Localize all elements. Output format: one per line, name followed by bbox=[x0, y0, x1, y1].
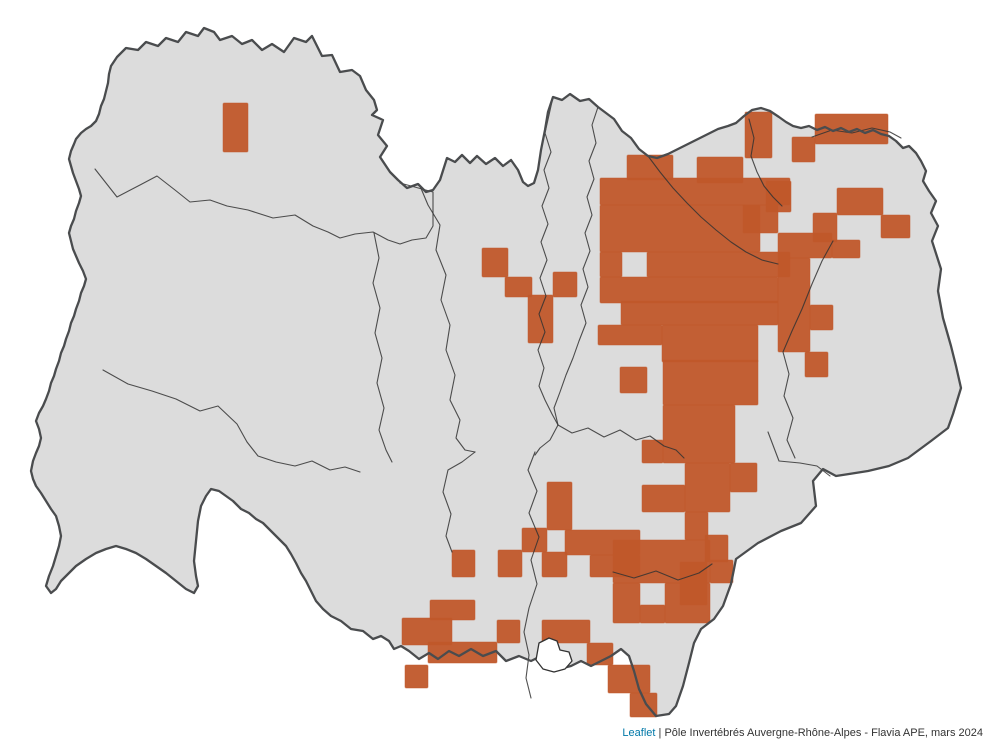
occurrence-grid-cell[interactable] bbox=[404, 664, 429, 689]
occurrence-grid-cell[interactable] bbox=[777, 257, 811, 353]
occurrence-grid-cell[interactable] bbox=[599, 251, 623, 278]
occurrence-grid-cell[interactable] bbox=[804, 351, 829, 378]
occurrence-grid-cell[interactable] bbox=[401, 617, 453, 646]
attribution-bar: Leaflet | Pôle Invertébrés Auvergne-Rhôn… bbox=[617, 725, 988, 741]
occurrence-grid-cell[interactable] bbox=[729, 462, 758, 493]
department-border bbox=[748, 118, 783, 207]
occurrence-grid-cell[interactable] bbox=[641, 484, 686, 513]
occurrence-grid-cell[interactable] bbox=[222, 102, 249, 153]
occurrence-grid-cell[interactable] bbox=[597, 324, 663, 346]
leaflet-link[interactable]: Leaflet bbox=[622, 727, 656, 739]
occurrence-grid-cell[interactable] bbox=[497, 549, 523, 578]
occurrence-grid-cell[interactable] bbox=[641, 439, 664, 464]
occurrence-grid-cell[interactable] bbox=[541, 619, 591, 644]
occurrence-grid-cell[interactable] bbox=[646, 251, 791, 278]
department-border bbox=[419, 185, 476, 453]
department-border bbox=[372, 232, 393, 463]
occurrence-grid-cell[interactable] bbox=[481, 247, 509, 278]
occurrence-grid-cell[interactable] bbox=[639, 604, 666, 624]
occurrence-grid-cell[interactable] bbox=[704, 534, 729, 563]
occurrence-grid-cell[interactable] bbox=[836, 187, 884, 216]
region-outline bbox=[29, 26, 963, 718]
occurrence-grid-cell[interactable] bbox=[620, 300, 779, 326]
occurrence-grid-cell[interactable] bbox=[709, 559, 734, 584]
occurrence-grid-cell[interactable] bbox=[831, 239, 861, 259]
occurrence-grid-cell[interactable] bbox=[599, 276, 779, 304]
attribution-separator: | bbox=[655, 727, 665, 739]
department-border bbox=[612, 563, 713, 581]
enclave-hole bbox=[535, 637, 573, 673]
occurrence-grid-cell[interactable] bbox=[612, 582, 641, 624]
occurrence-grid-cell[interactable] bbox=[791, 136, 816, 163]
occurrence-grid-cell[interactable] bbox=[684, 511, 709, 541]
occurrence-grid-cell[interactable] bbox=[684, 462, 731, 513]
occurrence-grid-cell[interactable] bbox=[607, 664, 651, 694]
occurrence-grid-cell[interactable] bbox=[504, 276, 533, 298]
department-border bbox=[537, 96, 559, 426]
occurrence-grid-cell[interactable] bbox=[662, 404, 736, 464]
occurrence-grid-cell[interactable] bbox=[521, 527, 548, 553]
occurrence-grid-cell[interactable] bbox=[662, 359, 759, 406]
occurrence-grid-cell[interactable] bbox=[744, 111, 773, 159]
occurrence-grid-cell[interactable] bbox=[809, 304, 834, 331]
department-border bbox=[102, 369, 361, 473]
occurrence-grid-cell[interactable] bbox=[777, 232, 833, 259]
occurrence-grid-cell[interactable] bbox=[429, 599, 476, 621]
department-border bbox=[534, 106, 599, 456]
occurrence-grid-cell[interactable] bbox=[679, 561, 708, 606]
occurrence-grid-cell[interactable] bbox=[541, 551, 568, 578]
department-border bbox=[94, 168, 434, 245]
occurrence-grid-cell[interactable] bbox=[765, 180, 792, 213]
occurrence-grid-cell[interactable] bbox=[451, 549, 476, 578]
occurrence-grid-cell[interactable] bbox=[880, 214, 911, 239]
department-border bbox=[647, 155, 779, 265]
occurrence-grid-cell[interactable] bbox=[661, 324, 759, 363]
department-border bbox=[442, 451, 476, 553]
department-border bbox=[782, 240, 834, 459]
attribution-credit: Pôle Invertébrés Auvergne-Rhône-Alpes - … bbox=[664, 727, 983, 739]
occurrence-grid-cell[interactable] bbox=[619, 366, 648, 394]
occurrence-grid-cell[interactable] bbox=[496, 619, 521, 644]
occurrence-grid-cell[interactable] bbox=[546, 481, 573, 531]
department-border bbox=[557, 424, 685, 459]
occurrence-grid-cell[interactable] bbox=[552, 271, 578, 298]
occurrence-grid-cell[interactable] bbox=[629, 692, 658, 718]
